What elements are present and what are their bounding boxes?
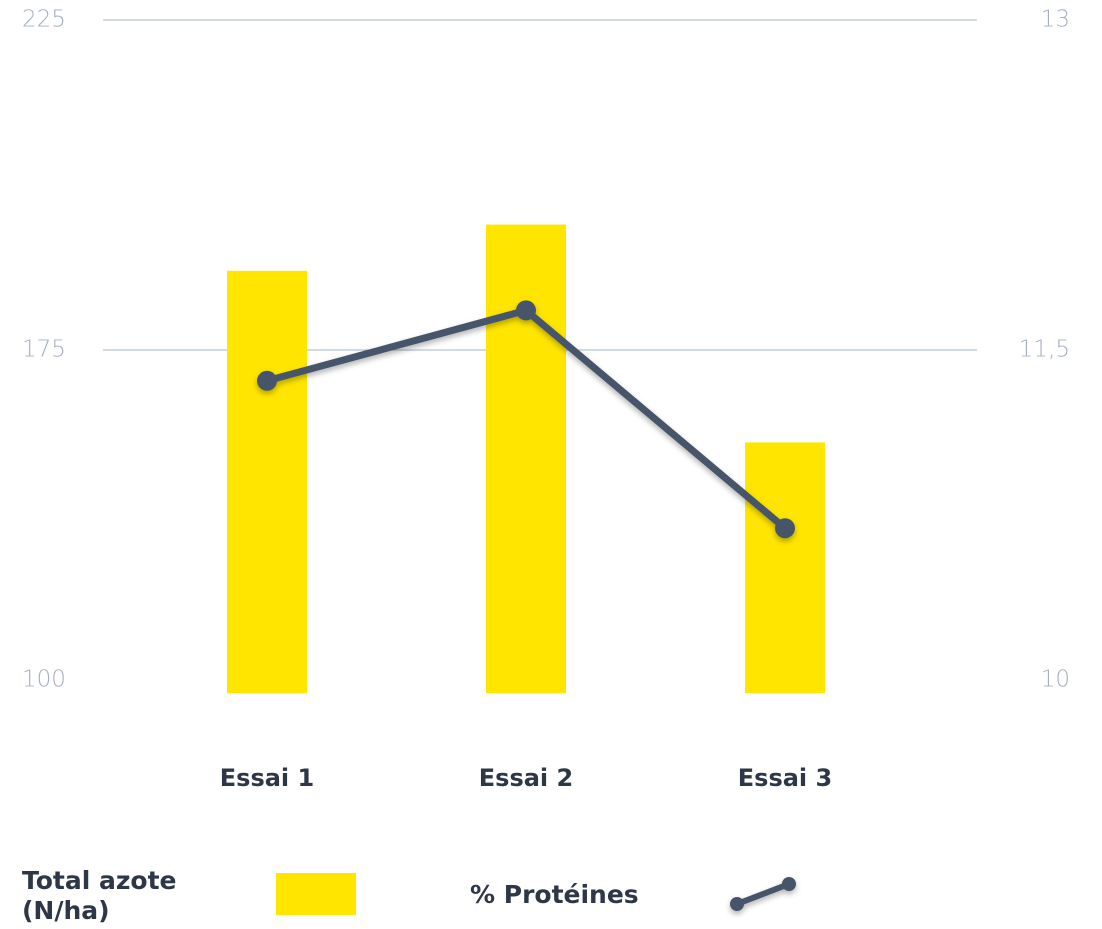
legend-dot bbox=[730, 897, 744, 911]
y-tick-label: 225 bbox=[22, 7, 66, 33]
bar bbox=[745, 442, 825, 694]
y2-tick-label: 10 bbox=[1041, 667, 1070, 693]
legend-label: Total azote (N/ha) bbox=[22, 866, 177, 925]
legend-swatch bbox=[276, 873, 356, 915]
line-point bbox=[775, 518, 795, 539]
line-series bbox=[257, 300, 795, 539]
line-point bbox=[257, 370, 277, 391]
y2-tick-label: 11,5 bbox=[1019, 337, 1070, 363]
legend-line bbox=[735, 881, 791, 907]
x-tick-label: Essai 3 bbox=[738, 764, 832, 792]
y-tick-label: 175 bbox=[22, 337, 66, 363]
bar bbox=[227, 270, 307, 694]
legend-dot bbox=[782, 877, 796, 891]
legend-label: % Protéines bbox=[470, 880, 639, 909]
y2-tick-label: 13 bbox=[1041, 7, 1070, 33]
line-point bbox=[516, 300, 536, 321]
y-tick-label: 100 bbox=[22, 667, 66, 693]
x-tick-label: Essai 2 bbox=[479, 764, 573, 792]
bar bbox=[486, 224, 566, 694]
legend-swatch bbox=[730, 877, 796, 911]
x-tick-label: Essai 1 bbox=[220, 764, 314, 792]
